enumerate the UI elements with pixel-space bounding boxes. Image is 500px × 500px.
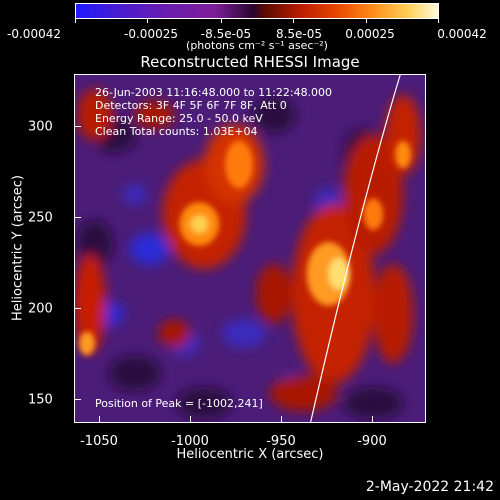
x-tick-label: -950 (266, 434, 296, 449)
y-tick-label: 150 (28, 392, 53, 408)
y-tick (74, 308, 81, 309)
y-tick-label: 300 (28, 119, 53, 135)
y-tick (74, 126, 81, 127)
colorbar (75, 3, 439, 19)
y-axis-label: Heliocentric Y (arcsec) (10, 175, 26, 321)
y-tick-label: 200 (28, 301, 53, 317)
colorbar-tick-label: -0.00025 (124, 27, 178, 41)
colorbar-tick (366, 18, 367, 23)
x-tick-label: -900 (357, 434, 387, 449)
plot-title: Reconstructed RHESSI Image (140, 53, 360, 71)
x-tick (281, 416, 282, 423)
x-tick-label: -1050 (80, 434, 118, 449)
colorbar-tick (438, 18, 439, 23)
rhessi-image (75, 75, 425, 422)
annotation-peak: Position of Peak = [-1002,241] (95, 397, 263, 410)
y-tick (74, 217, 81, 218)
colorbar-tick-label: -8.5e-05 (200, 27, 252, 41)
colorbar-tick-label: -0.00042 (7, 27, 61, 41)
colorbar-tick-label: 0.00025 (345, 27, 395, 41)
colorbar-tick-label: 0.00042 (437, 27, 487, 41)
x-tick (372, 416, 373, 423)
annotation-time: 26-Jun-2003 11:16:48.000 to 11:22:48.000 (95, 86, 333, 99)
footer-timestamp: 2-May-2022 21:42 (365, 479, 494, 495)
y-tick-label: 250 (28, 210, 53, 226)
annotation-clean: Clean Total counts: 1.03E+04 (95, 125, 258, 138)
colorbar-tick-label: 8.5e-05 (275, 27, 323, 41)
colorbar-tick (75, 18, 76, 23)
colorbar-units: (photons cm⁻² s⁻¹ asec⁻²) (186, 39, 328, 52)
y-tick (74, 399, 81, 400)
colorbar-tick (147, 18, 148, 23)
annotation-energy: Energy Range: 25.0 - 50.0 keV (95, 112, 263, 125)
annotation-detectors: Detectors: 3F 4F 5F 6F 7F 8F, Att 0 (95, 99, 287, 112)
colorbar-tick (293, 18, 294, 23)
x-tick (190, 416, 191, 423)
image-plot: 26-Jun-2003 11:16:48.000 to 11:22:48.000… (74, 74, 426, 423)
x-tick-label: -1000 (171, 434, 209, 449)
colorbar-tick (221, 18, 222, 23)
x-axis-label: Heliocentric X (arcsec) (176, 447, 324, 462)
x-tick (99, 416, 100, 423)
